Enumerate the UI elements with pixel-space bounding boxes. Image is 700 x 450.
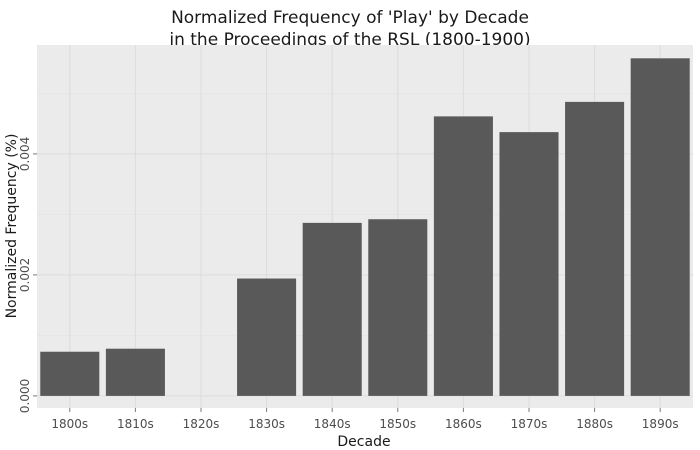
x-tick-label: 1890s <box>642 417 679 431</box>
x-tick-label: 1840s <box>314 417 351 431</box>
x-tick-label: 1800s <box>51 417 88 431</box>
bar-1880s <box>565 101 625 396</box>
bar-1850s <box>368 219 428 396</box>
x-tick-label: 1810s <box>117 417 154 431</box>
bars <box>40 58 690 396</box>
y-tick-label: 0.004 <box>18 137 32 171</box>
y-tick-label: 0.000 <box>18 379 32 413</box>
bar-1840s <box>302 222 362 396</box>
x-tick-label: 1820s <box>183 417 220 431</box>
x-tick-label: 1880s <box>576 417 613 431</box>
axes: 1800s 1810s 1820s 1830s 1840s 1850s 1860s 1870s… <box>18 137 679 431</box>
x-tick-label: 1870s <box>511 417 548 431</box>
y-axis-title: Normalized Frequency (%) <box>4 134 20 319</box>
bar-1860s <box>433 116 493 396</box>
bar-1890s <box>630 58 690 396</box>
bar-1810s <box>105 348 165 396</box>
bar-1830s <box>237 278 297 396</box>
x-tick-label: 1830s <box>248 417 285 431</box>
bar-1800s <box>40 351 100 396</box>
x-axis-title: Decade <box>337 434 390 450</box>
x-tick-label: 1850s <box>379 417 416 431</box>
bar-1870s <box>499 132 559 396</box>
x-tick-label: 1860s <box>445 417 482 431</box>
chart-title-line-1: Normalized Frequency of 'Play' by Decade <box>171 8 529 28</box>
y-tick-label: 0.002 <box>18 258 32 292</box>
